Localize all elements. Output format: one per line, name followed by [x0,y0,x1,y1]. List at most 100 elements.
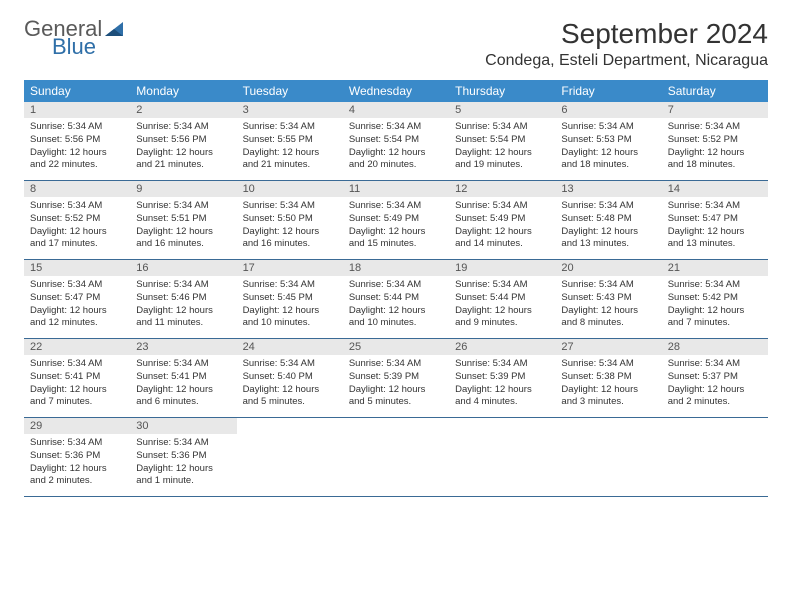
sunset-line: Sunset: 5:56 PM [30,134,124,147]
day-cell: 17Sunrise: 5:34 AMSunset: 5:45 PMDayligh… [237,260,343,338]
day-cell: 3Sunrise: 5:34 AMSunset: 5:55 PMDaylight… [237,102,343,180]
day-body: Sunrise: 5:34 AMSunset: 5:44 PMDaylight:… [449,276,555,333]
day-body: Sunrise: 5:34 AMSunset: 5:45 PMDaylight:… [237,276,343,333]
day-cell [555,418,661,496]
sunset-line: Sunset: 5:37 PM [668,371,762,384]
day-number: 12 [449,181,555,197]
day-cell: 19Sunrise: 5:34 AMSunset: 5:44 PMDayligh… [449,260,555,338]
day-number: 4 [343,102,449,118]
sunrise-line: Sunrise: 5:34 AM [136,121,230,134]
daylight-line: Daylight: 12 hours and 12 minutes. [30,305,124,331]
day-body: Sunrise: 5:34 AMSunset: 5:52 PMDaylight:… [24,197,130,254]
logo-text: General Blue [24,18,102,58]
day-cell: 13Sunrise: 5:34 AMSunset: 5:48 PMDayligh… [555,181,661,259]
sunset-line: Sunset: 5:43 PM [561,292,655,305]
calendar: Sunday Monday Tuesday Wednesday Thursday… [24,80,768,497]
sunset-line: Sunset: 5:47 PM [30,292,124,305]
sunset-line: Sunset: 5:38 PM [561,371,655,384]
day-number: 11 [343,181,449,197]
sunrise-line: Sunrise: 5:34 AM [243,279,337,292]
sunrise-line: Sunrise: 5:34 AM [668,200,762,213]
sunset-line: Sunset: 5:36 PM [136,450,230,463]
daylight-line: Daylight: 12 hours and 9 minutes. [455,305,549,331]
day-number: 1 [24,102,130,118]
daylight-line: Daylight: 12 hours and 1 minute. [136,463,230,489]
day-cell [662,418,768,496]
sunset-line: Sunset: 5:55 PM [243,134,337,147]
sunrise-line: Sunrise: 5:34 AM [30,358,124,371]
day-body: Sunrise: 5:34 AMSunset: 5:54 PMDaylight:… [449,118,555,175]
day-body: Sunrise: 5:34 AMSunset: 5:41 PMDaylight:… [24,355,130,412]
day-body: Sunrise: 5:34 AMSunset: 5:44 PMDaylight:… [343,276,449,333]
sunset-line: Sunset: 5:46 PM [136,292,230,305]
day-body: Sunrise: 5:34 AMSunset: 5:52 PMDaylight:… [662,118,768,175]
daylight-line: Daylight: 12 hours and 3 minutes. [561,384,655,410]
sunset-line: Sunset: 5:47 PM [668,213,762,226]
daylight-line: Daylight: 12 hours and 17 minutes. [30,226,124,252]
day-number: 14 [662,181,768,197]
sunset-line: Sunset: 5:45 PM [243,292,337,305]
daylight-line: Daylight: 12 hours and 8 minutes. [561,305,655,331]
daylight-line: Daylight: 12 hours and 10 minutes. [349,305,443,331]
day-body: Sunrise: 5:34 AMSunset: 5:48 PMDaylight:… [555,197,661,254]
day-number: 6 [555,102,661,118]
sunrise-line: Sunrise: 5:34 AM [349,121,443,134]
day-number: 13 [555,181,661,197]
day-header: Thursday [449,80,555,102]
daylight-line: Daylight: 12 hours and 6 minutes. [136,384,230,410]
sunrise-line: Sunrise: 5:34 AM [349,358,443,371]
sunrise-line: Sunrise: 5:34 AM [30,121,124,134]
sunrise-line: Sunrise: 5:34 AM [668,358,762,371]
day-body: Sunrise: 5:34 AMSunset: 5:50 PMDaylight:… [237,197,343,254]
sunrise-line: Sunrise: 5:34 AM [243,200,337,213]
daylight-line: Daylight: 12 hours and 18 minutes. [668,147,762,173]
day-header: Wednesday [343,80,449,102]
sunset-line: Sunset: 5:40 PM [243,371,337,384]
month-title: September 2024 [485,18,768,50]
day-cell: 26Sunrise: 5:34 AMSunset: 5:39 PMDayligh… [449,339,555,417]
week-row: 15Sunrise: 5:34 AMSunset: 5:47 PMDayligh… [24,260,768,339]
day-body: Sunrise: 5:34 AMSunset: 5:36 PMDaylight:… [130,434,236,491]
sunrise-line: Sunrise: 5:34 AM [561,279,655,292]
weeks-container: 1Sunrise: 5:34 AMSunset: 5:56 PMDaylight… [24,102,768,497]
day-number: 18 [343,260,449,276]
day-number: 5 [449,102,555,118]
day-header: Tuesday [237,80,343,102]
sunset-line: Sunset: 5:56 PM [136,134,230,147]
day-cell: 20Sunrise: 5:34 AMSunset: 5:43 PMDayligh… [555,260,661,338]
sunrise-line: Sunrise: 5:34 AM [349,200,443,213]
day-header: Sunday [24,80,130,102]
day-cell: 12Sunrise: 5:34 AMSunset: 5:49 PMDayligh… [449,181,555,259]
daylight-line: Daylight: 12 hours and 22 minutes. [30,147,124,173]
day-body: Sunrise: 5:34 AMSunset: 5:40 PMDaylight:… [237,355,343,412]
day-number: 26 [449,339,555,355]
daylight-line: Daylight: 12 hours and 15 minutes. [349,226,443,252]
day-number: 15 [24,260,130,276]
day-cell: 30Sunrise: 5:34 AMSunset: 5:36 PMDayligh… [130,418,236,496]
day-cell: 10Sunrise: 5:34 AMSunset: 5:50 PMDayligh… [237,181,343,259]
daylight-line: Daylight: 12 hours and 16 minutes. [136,226,230,252]
daylight-line: Daylight: 12 hours and 4 minutes. [455,384,549,410]
daylight-line: Daylight: 12 hours and 20 minutes. [349,147,443,173]
day-header: Monday [130,80,236,102]
day-cell: 11Sunrise: 5:34 AMSunset: 5:49 PMDayligh… [343,181,449,259]
day-cell: 7Sunrise: 5:34 AMSunset: 5:52 PMDaylight… [662,102,768,180]
daylight-line: Daylight: 12 hours and 2 minutes. [668,384,762,410]
day-number: 20 [555,260,661,276]
sunrise-line: Sunrise: 5:34 AM [136,358,230,371]
day-body: Sunrise: 5:34 AMSunset: 5:47 PMDaylight:… [24,276,130,333]
daylight-line: Daylight: 12 hours and 5 minutes. [349,384,443,410]
day-cell: 18Sunrise: 5:34 AMSunset: 5:44 PMDayligh… [343,260,449,338]
day-header: Friday [555,80,661,102]
day-cell: 15Sunrise: 5:34 AMSunset: 5:47 PMDayligh… [24,260,130,338]
day-body: Sunrise: 5:34 AMSunset: 5:43 PMDaylight:… [555,276,661,333]
sunset-line: Sunset: 5:44 PM [455,292,549,305]
sunrise-line: Sunrise: 5:34 AM [30,200,124,213]
day-cell: 9Sunrise: 5:34 AMSunset: 5:51 PMDaylight… [130,181,236,259]
sunset-line: Sunset: 5:50 PM [243,213,337,226]
day-body: Sunrise: 5:34 AMSunset: 5:39 PMDaylight:… [449,355,555,412]
day-body: Sunrise: 5:34 AMSunset: 5:39 PMDaylight:… [343,355,449,412]
day-cell: 16Sunrise: 5:34 AMSunset: 5:46 PMDayligh… [130,260,236,338]
sunset-line: Sunset: 5:36 PM [30,450,124,463]
day-number: 23 [130,339,236,355]
